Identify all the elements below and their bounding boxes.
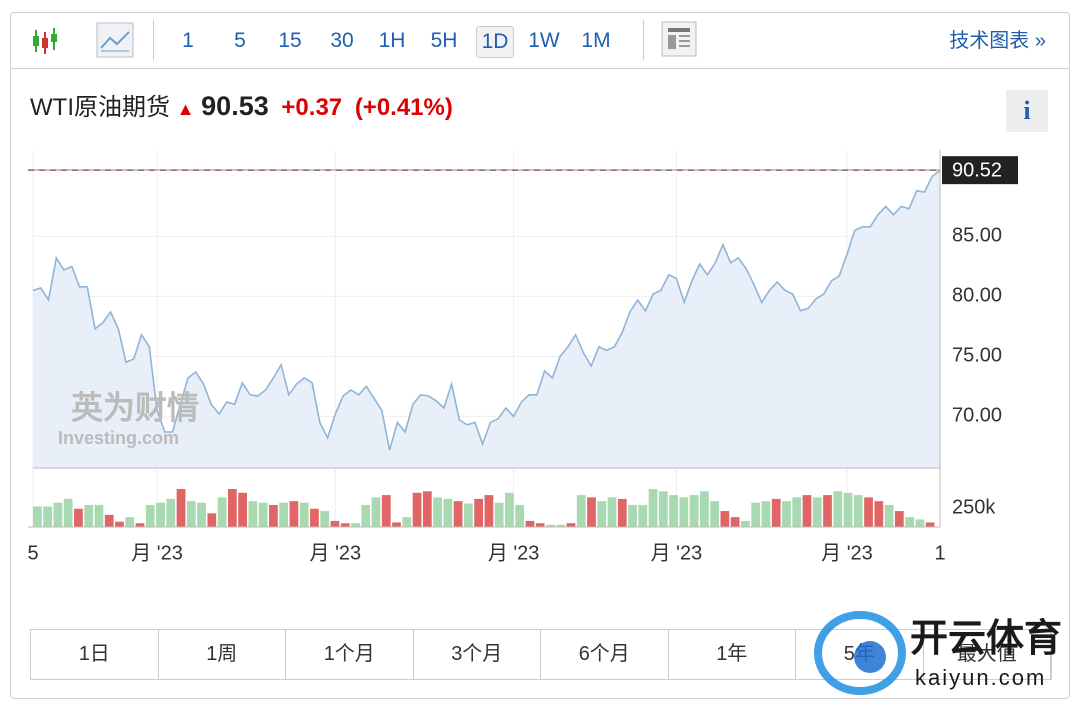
range-buttons: 1日1周1个月3个月6个月1年5年最大值 [30, 629, 1052, 680]
interval-button[interactable]: 5 [234, 29, 246, 52]
change-pct: (+0.41%) [354, 94, 453, 121]
title: WTI原油期货 [30, 94, 170, 121]
range-button[interactable]: 3个月 [414, 630, 541, 679]
range-button[interactable]: 1周 [159, 630, 286, 679]
interval-button[interactable]: 5H [430, 29, 458, 52]
header: WTI原油期货 ▲ 90.53 +0.37 (+0.41%) [30, 88, 453, 127]
interval-button[interactable]: 1D [476, 26, 514, 58]
interval-button[interactable]: 1H [378, 29, 406, 52]
tech-chart-link[interactable]: 技术图表 » [949, 30, 1046, 52]
price: 90.53 [201, 91, 269, 121]
interval-button[interactable]: 1M [581, 29, 611, 52]
info-button[interactable]: i [1006, 90, 1048, 132]
interval-button[interactable]: 1 [182, 29, 194, 52]
table-icon[interactable] [660, 20, 700, 60]
range-button[interactable]: 6个月 [541, 630, 669, 679]
up-arrow: ▲ [176, 99, 195, 119]
brand-watermark: 开云体育 kaiyun.com [814, 611, 1062, 695]
toolbar: 技术图表 » 1 5 15 30 1H 5H 1D 1W 1M [10, 12, 1070, 69]
widget-frame [10, 12, 1070, 699]
line-icon[interactable] [96, 22, 134, 58]
brand-name: 开云体育 [910, 618, 1062, 660]
candle-icon[interactable] [30, 22, 70, 62]
interval-button[interactable]: 15 [278, 29, 302, 52]
interval-button[interactable]: 30 [330, 29, 354, 52]
change: +0.37 [281, 94, 343, 121]
range-button[interactable]: 1年 [669, 630, 796, 679]
range-button[interactable]: 1个月 [286, 630, 414, 679]
brand-url: kaiyun.com [915, 665, 1046, 690]
range-button[interactable]: 1日 [31, 630, 159, 679]
interval-button[interactable]: 1W [528, 29, 560, 52]
range-button[interactable]: 最大值 [924, 630, 1051, 679]
